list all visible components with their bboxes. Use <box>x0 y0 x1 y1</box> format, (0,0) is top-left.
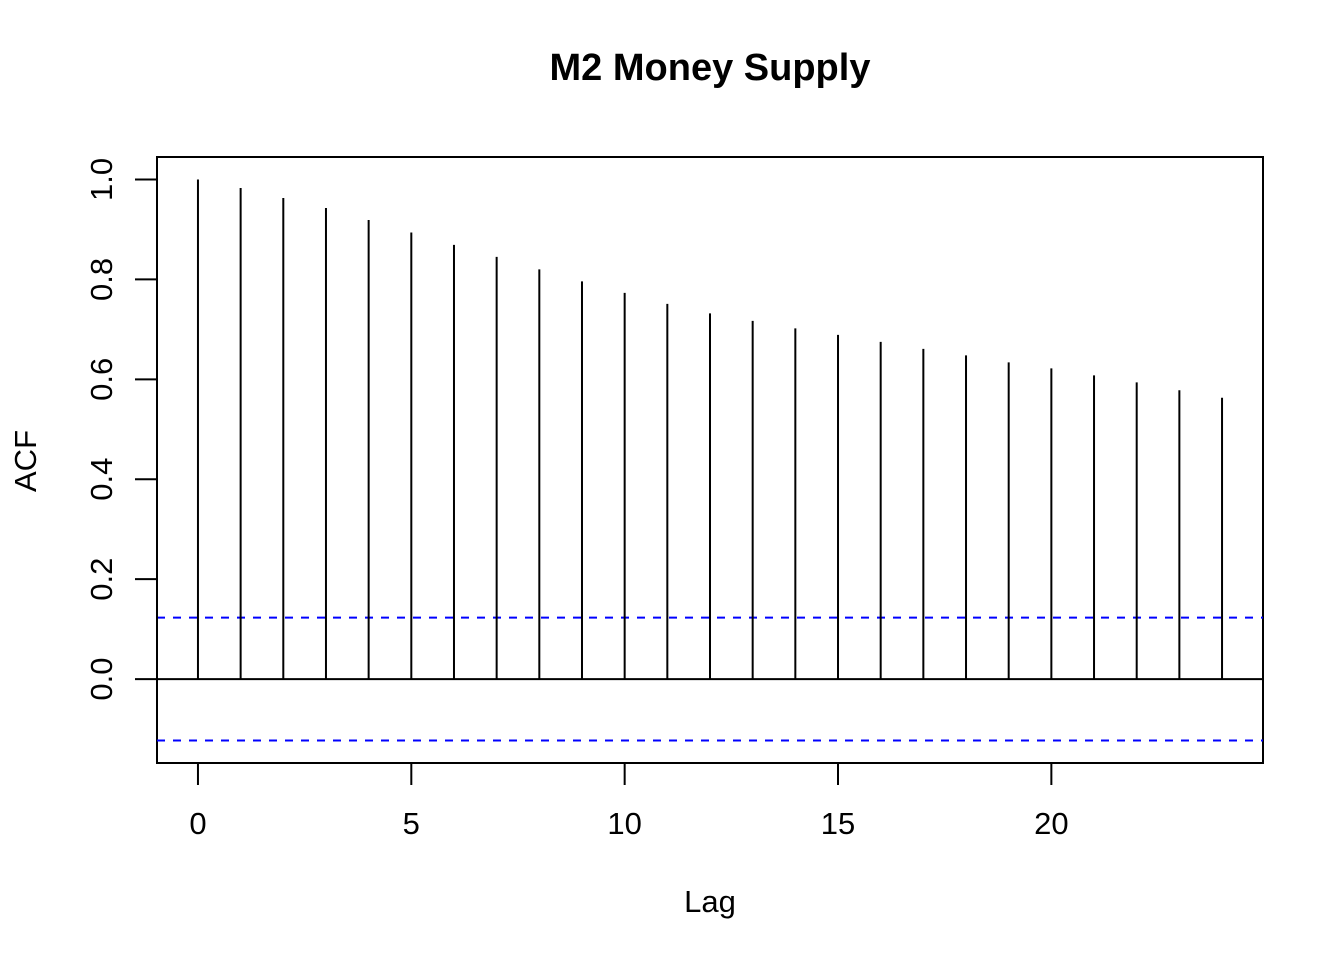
y-tick-label-0.4: 0.4 <box>84 458 119 501</box>
y-tick-label-0.0: 0.0 <box>84 658 119 701</box>
x-tick-label-5: 5 <box>403 806 420 841</box>
y-tick-label-0.8: 0.8 <box>84 258 119 301</box>
y-axis: 0.0 0.2 0.4 0.6 0.8 1.0 <box>84 158 158 701</box>
x-tick-label-0: 0 <box>189 806 206 841</box>
x-tick-label-10: 10 <box>607 806 641 841</box>
y-axis-title: ACF <box>8 430 43 492</box>
y-tick-label-1.0: 1.0 <box>84 158 119 201</box>
spike-layer <box>196 179 1224 680</box>
y-tick-label-0.6: 0.6 <box>84 358 119 401</box>
x-tick-label-20: 20 <box>1034 806 1068 841</box>
x-tick-label-15: 15 <box>821 806 855 841</box>
x-axis-title: Lag <box>684 884 736 919</box>
y-tick-label-0.2: 0.2 <box>84 558 119 601</box>
chart-title: M2 Money Supply <box>550 47 871 89</box>
x-axis: 0 5 10 15 20 <box>189 762 1069 841</box>
